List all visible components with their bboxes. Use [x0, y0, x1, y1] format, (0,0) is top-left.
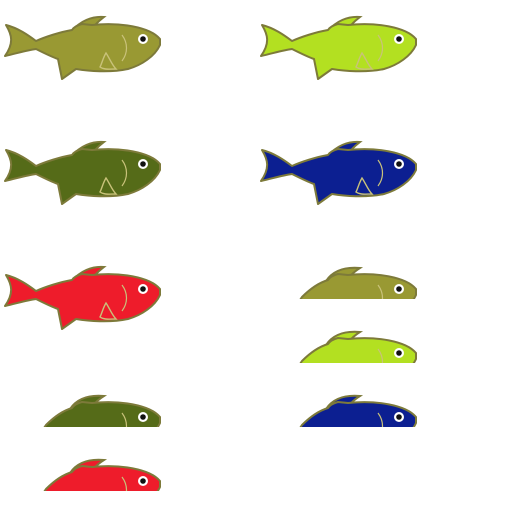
- fish-body: [5, 149, 160, 204]
- eye-pupil: [396, 350, 402, 356]
- fish-red-angled: [6, 460, 160, 512]
- fish-body: [6, 466, 160, 512]
- eye-pupil: [140, 286, 146, 292]
- eye-pupil: [396, 36, 402, 42]
- fish-olive-angled: [262, 268, 416, 335]
- fish-dark-olive-angled: [6, 396, 160, 463]
- fish-olive: [5, 17, 160, 79]
- fish-red: [5, 267, 160, 329]
- fish-dark-olive: [5, 142, 160, 204]
- fish-body: [6, 402, 160, 463]
- fish-lime-angled: [262, 332, 416, 399]
- fish-body: [5, 274, 160, 329]
- fish-body: [262, 338, 416, 399]
- fish-body: [262, 274, 416, 335]
- eye-pupil: [396, 161, 402, 167]
- eye-pupil: [140, 414, 146, 420]
- fish-navy: [261, 142, 416, 204]
- fish-body: [261, 149, 416, 204]
- eye-pupil: [396, 414, 402, 420]
- pectoral-fin: [100, 431, 116, 447]
- pectoral-fin: [100, 495, 116, 511]
- fish-body: [262, 402, 416, 463]
- eye-pupil: [140, 478, 146, 484]
- pectoral-fin: [356, 367, 372, 383]
- fish-body: [261, 24, 416, 79]
- fish-lime: [261, 17, 416, 79]
- fish-navy-angled: [262, 396, 416, 463]
- eye-pupil: [140, 161, 146, 167]
- pectoral-fin: [356, 303, 372, 319]
- eye-pupil: [396, 286, 402, 292]
- fish-body: [5, 24, 160, 79]
- pectoral-fin: [356, 431, 372, 447]
- eye-pupil: [140, 36, 146, 42]
